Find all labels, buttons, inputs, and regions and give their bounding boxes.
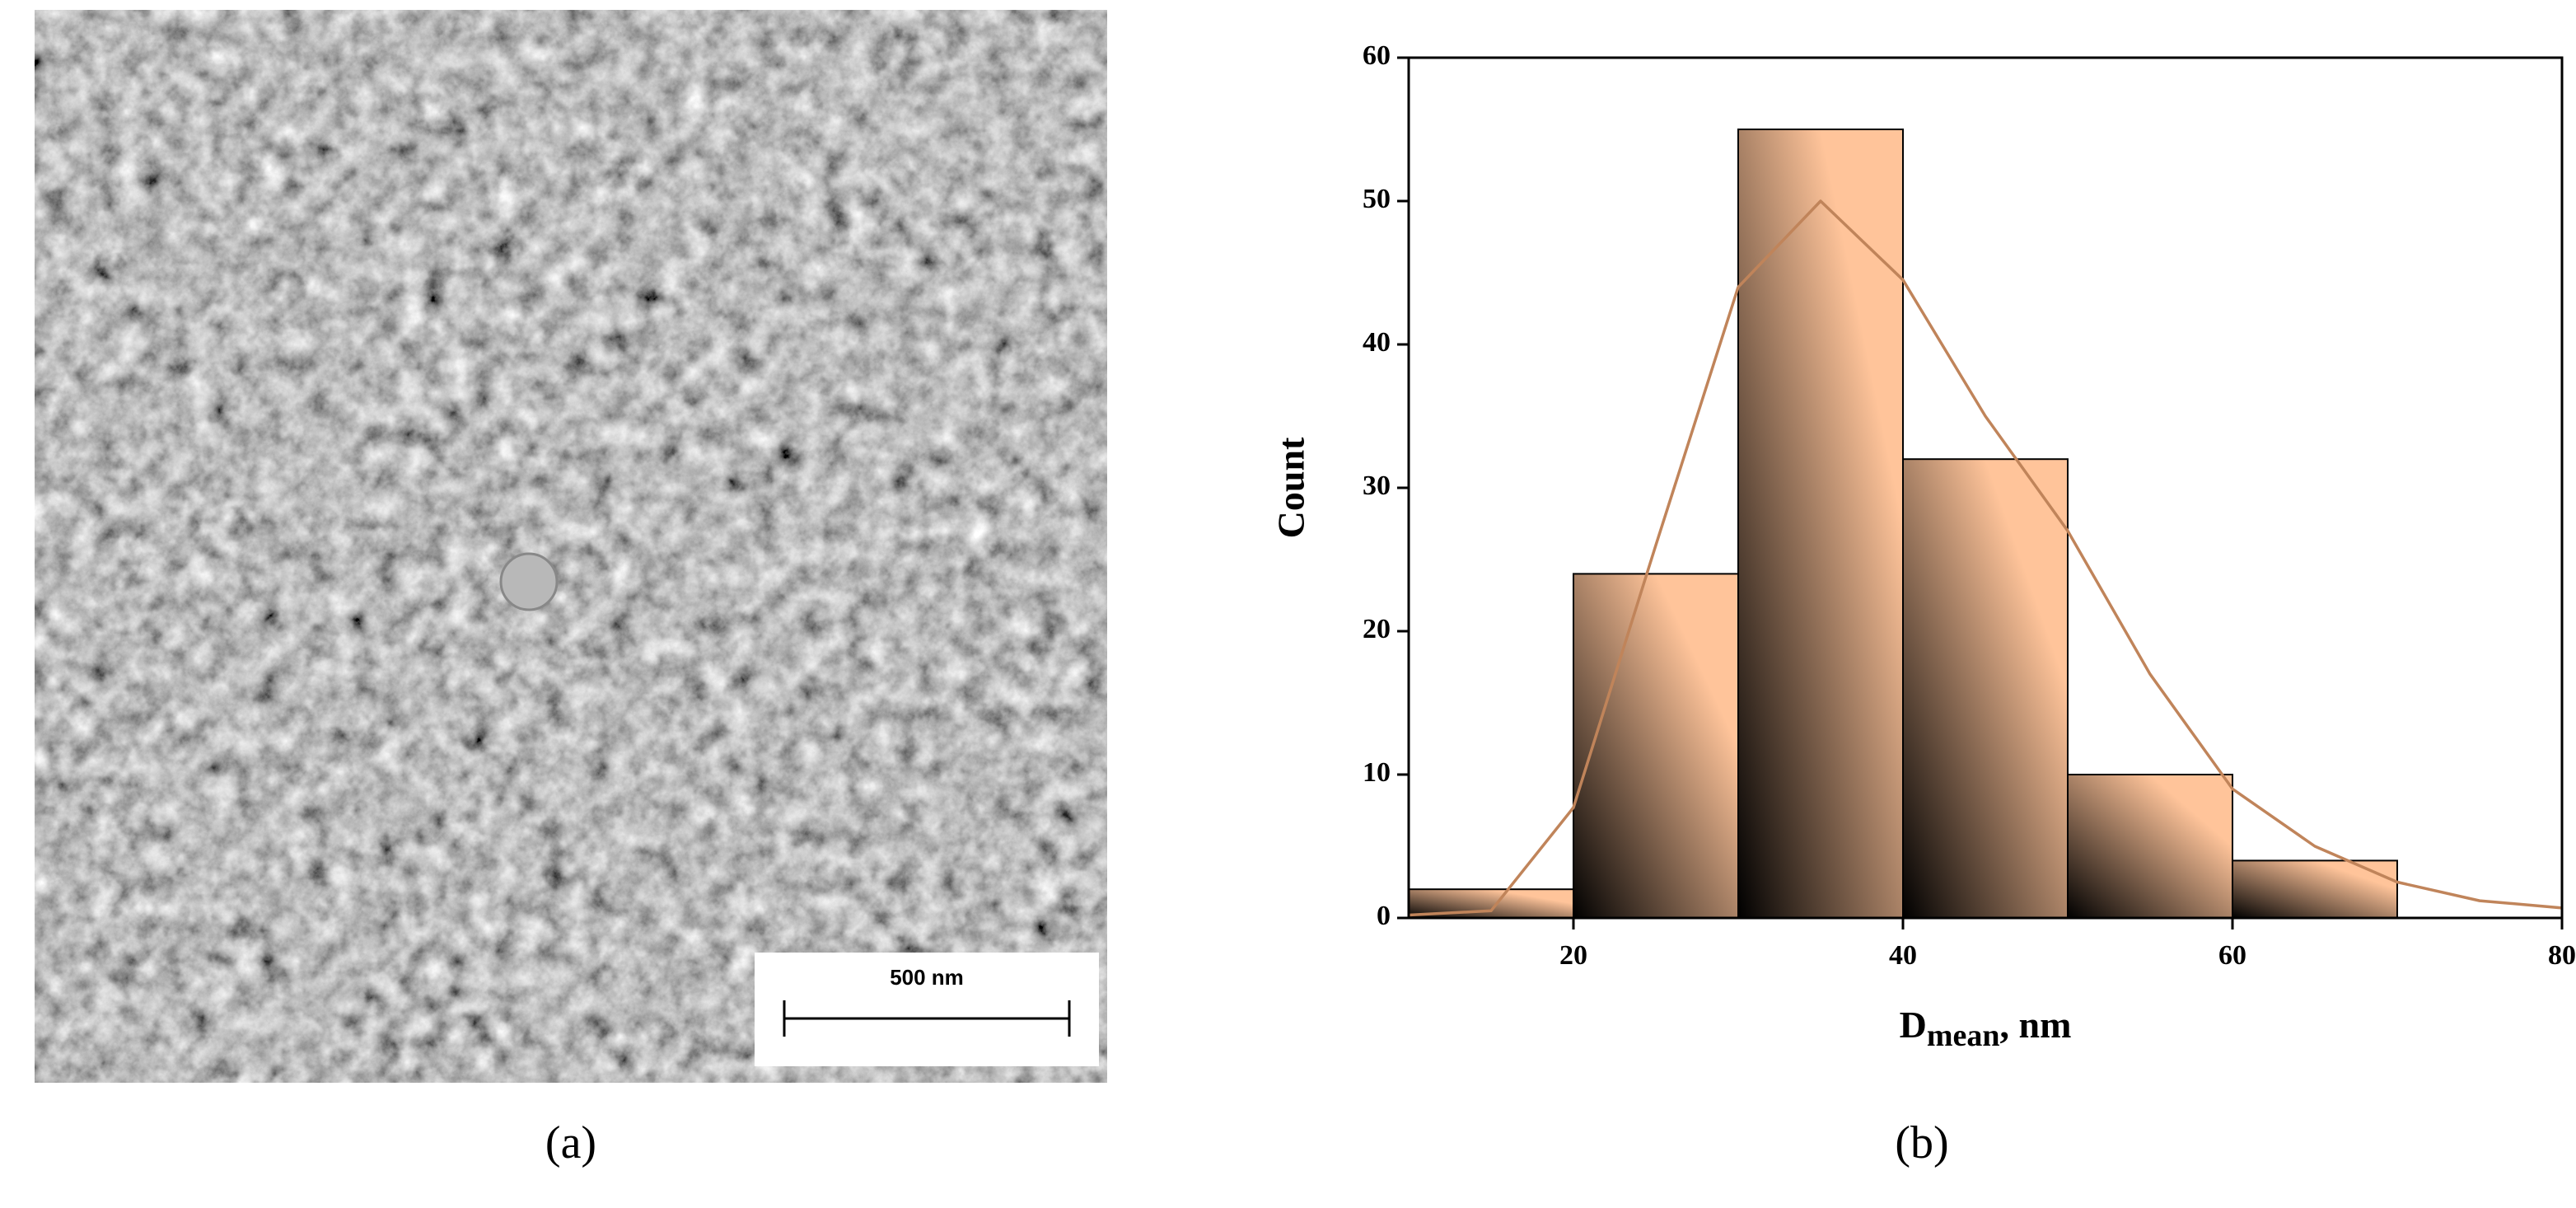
- y-tick-label: 10: [1363, 757, 1391, 788]
- y-tick-label: 0: [1377, 901, 1391, 931]
- bar: [1902, 458, 2069, 919]
- sem-sphere: [499, 552, 559, 611]
- x-axis-label: Dmean, nm: [1900, 1004, 2072, 1053]
- sem-image: 500 nm: [35, 10, 1107, 1083]
- y-tick-label: 60: [1363, 40, 1391, 71]
- x-label-rest: , nm: [1999, 1004, 2071, 1046]
- sem-texture: [35, 10, 1107, 1083]
- x-label-main: D: [1900, 1004, 1927, 1046]
- bar: [1737, 129, 1904, 919]
- fit-curve: [1408, 199, 2563, 917]
- y-tick-label: 40: [1363, 327, 1391, 358]
- bar: [2232, 859, 2398, 920]
- panel-caption: (a): [545, 1117, 596, 1168]
- y-tick-label: 50: [1363, 184, 1391, 214]
- x-tick-label: 60: [2218, 940, 2246, 971]
- x-tick-label: 40: [1889, 940, 1917, 971]
- panel-caption: (b): [1895, 1117, 1948, 1168]
- bar: [1573, 573, 1739, 920]
- y-tick-label: 30: [1363, 471, 1391, 501]
- x-label-sub: mean: [1927, 1018, 2000, 1053]
- y-tick-label: 20: [1363, 614, 1391, 644]
- x-tick-label: 80: [2548, 940, 2576, 971]
- scale-bar-box: [755, 953, 1099, 1066]
- scale-bar-label: 500 nm: [890, 965, 964, 990]
- bar: [2067, 774, 2233, 919]
- y-axis-label: Count: [1270, 437, 1312, 538]
- x-tick-label: 20: [1559, 940, 1587, 971]
